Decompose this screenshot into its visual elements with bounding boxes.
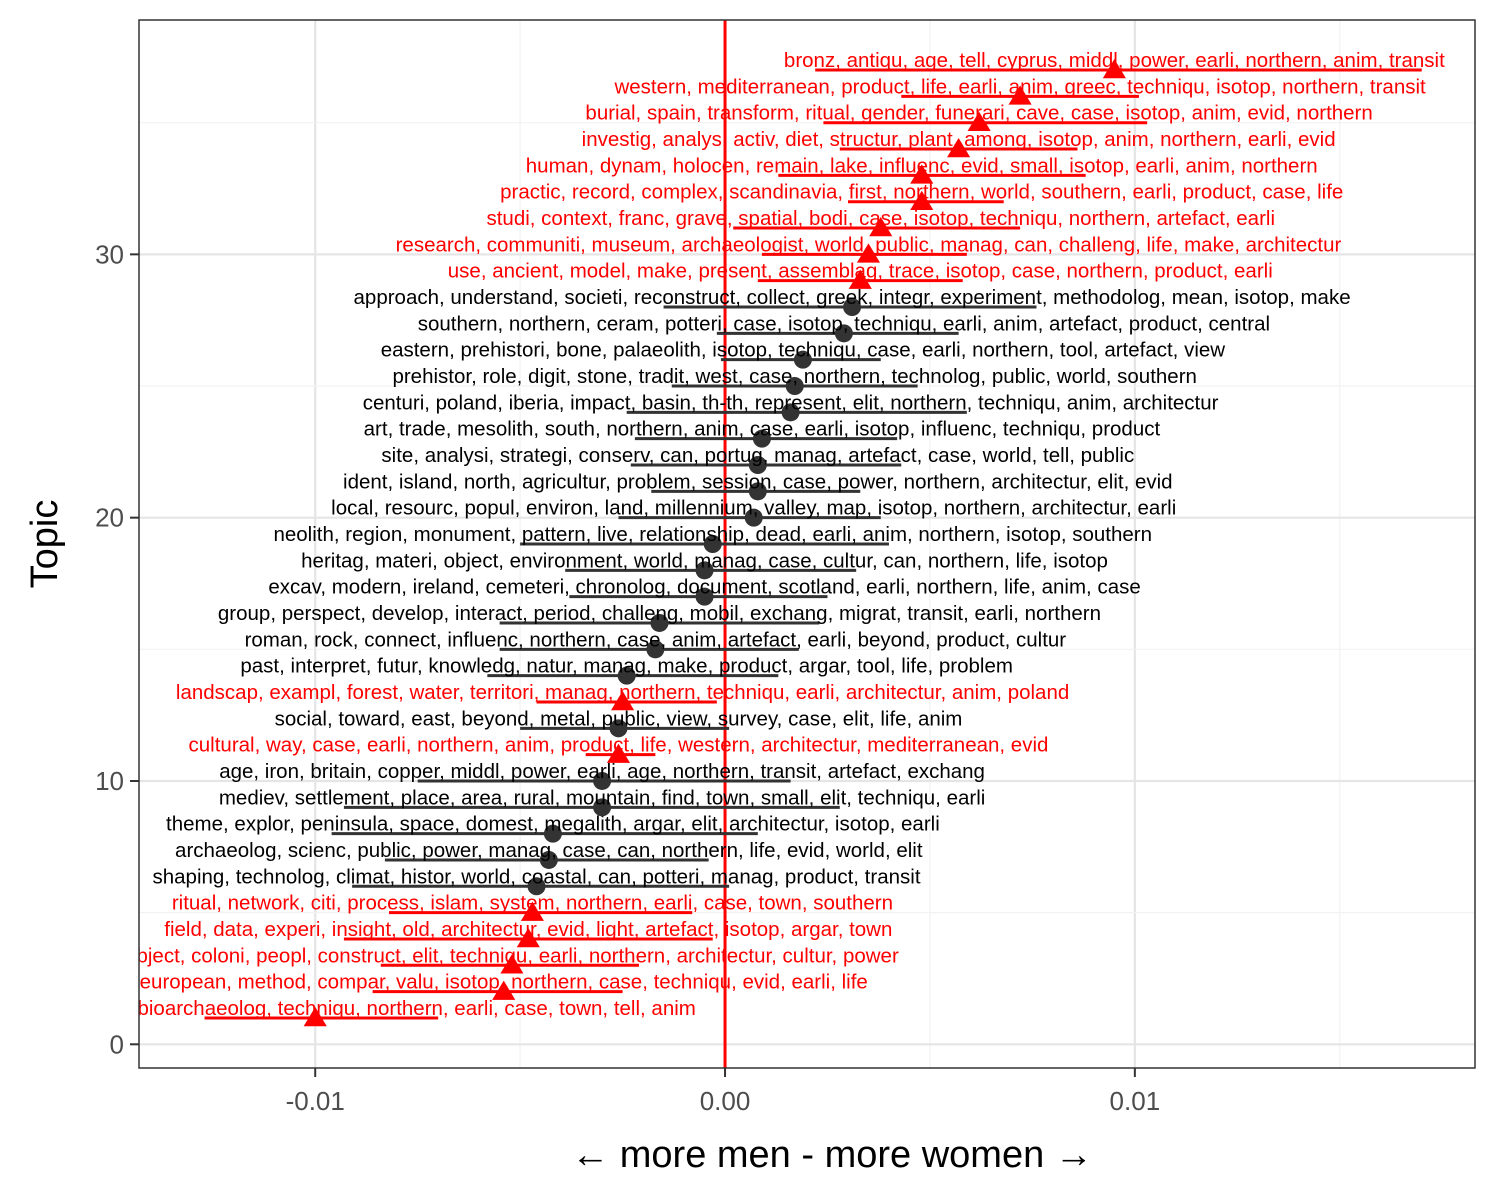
data-point-circle xyxy=(703,535,722,553)
topic-label: eastern, prehistori, bone, palaeolith, i… xyxy=(381,339,1226,362)
data-point-circle xyxy=(695,561,714,580)
topic-label: human, dynam, holocen, remain, lake, inf… xyxy=(526,154,1318,177)
topic-label: social, toward, east, beyond, metal, pub… xyxy=(275,707,963,730)
data-point-circle xyxy=(748,482,767,501)
data-point-triangle xyxy=(500,954,524,974)
data-point-triangle xyxy=(516,927,540,948)
data-point-triangle xyxy=(856,243,881,263)
data-point-triangle xyxy=(967,111,991,131)
topic-label: practic, record, complex, scandinavia, f… xyxy=(500,181,1343,204)
data-point-triangle xyxy=(869,217,893,237)
topic-label: southern, northern, ceram, potteri, case… xyxy=(418,312,1270,335)
y-axis-title: Topic xyxy=(24,500,66,589)
data-point-circle xyxy=(646,640,665,659)
topic-label: excav, modern, ireland, cemeteri, chrono… xyxy=(268,576,1140,599)
topic-label: prehistor, role, digit, stone, tradit, w… xyxy=(392,365,1197,388)
axis-ticks: -0.01 0.00 0.01 0 10 20 30 xyxy=(95,239,1160,1116)
topic-label: archaeolog, scienc, public, power, manag… xyxy=(175,839,923,862)
data-point-circle xyxy=(539,850,558,869)
topic-label: bronz, antiqu, age, tell, cyprus, middl,… xyxy=(784,49,1445,72)
data-point-circle xyxy=(650,613,669,632)
data-point-triangle xyxy=(611,690,635,711)
x-axis-title: ← more men - more women → xyxy=(571,1134,1093,1176)
data-point-triangle xyxy=(492,980,516,1000)
x-tick-label: -0.01 xyxy=(286,1086,345,1116)
topic-label: burial, spain, transform, ritual, gender… xyxy=(585,102,1372,125)
topic-label: landscap, exampl, forest, water, territo… xyxy=(176,681,1069,704)
topic-label: investig, analys, activ, diet, structur,… xyxy=(582,128,1336,151)
y-tick-label: 0 xyxy=(110,1029,124,1059)
topic-label: heritag, materi, object, environment, wo… xyxy=(301,549,1108,572)
topic-label: ritual, network, citi, process, islam, s… xyxy=(172,892,893,915)
data-point-triangle xyxy=(1102,59,1126,79)
y-tick-label: 20 xyxy=(95,503,124,533)
topic-label: cultural, way, case, earli, northern, an… xyxy=(189,734,1049,757)
topic-label: group, perspect, develop, interact, peri… xyxy=(218,602,1101,625)
data-point-triangle xyxy=(910,190,934,210)
data-point-circle xyxy=(609,719,628,738)
data-point-circle xyxy=(744,508,763,527)
data-point-triangle xyxy=(1008,85,1032,105)
data-point-circle xyxy=(785,377,804,396)
data-point-triangle xyxy=(520,901,544,921)
topic-label: neolith, region, monument, pattern, live… xyxy=(273,523,1152,546)
topic-label: research, communiti, museum, archaeologi… xyxy=(396,233,1342,256)
topic-label: western, mediterranean, product, life, e… xyxy=(613,75,1426,98)
y-tick-label: 30 xyxy=(95,239,124,269)
topic-label: mediev, settlement, place, area, rural, … xyxy=(219,786,985,809)
data-point-circle xyxy=(695,587,714,606)
topic-label: theme, explor, peninsula, space, domest,… xyxy=(166,813,940,836)
data-point-triangle xyxy=(848,269,872,289)
topic-label: centuri, poland, iberia, impact, basin, … xyxy=(363,391,1219,414)
data-point-circle xyxy=(793,350,812,369)
data-point-circle xyxy=(543,824,562,843)
topic-label: past, interpret, futur, knowledg, natur,… xyxy=(240,655,1013,678)
data-point-circle xyxy=(781,403,800,422)
topic-label: local, resourc, popul, environ, land, mi… xyxy=(331,497,1176,520)
x-tick-label: 0.01 xyxy=(1110,1086,1161,1116)
topic-label: field, data, experi, insight, old, archi… xyxy=(164,918,892,941)
data-point-circle xyxy=(834,324,853,343)
topic-label: use, ancient, model, make, present, asse… xyxy=(448,260,1273,283)
topic-label: shaping, technolog, climat, histor, worl… xyxy=(153,865,921,888)
data-point-circle xyxy=(527,877,546,896)
data-point-circle xyxy=(593,798,612,817)
data-point-triangle xyxy=(606,743,631,763)
topic-label: studi, context, franc, grave, spatial, b… xyxy=(486,207,1275,230)
x-tick-label: 0.00 xyxy=(700,1086,751,1116)
data-point-circle xyxy=(593,771,612,790)
topic-label: age, iron, britain, copper, middl, power… xyxy=(219,760,985,783)
data-point-triangle xyxy=(303,1006,327,1027)
y-tick-label: 10 xyxy=(95,766,124,796)
data-point-circle xyxy=(748,456,767,475)
topic-label: site, analysi, strategi, conserv, can, p… xyxy=(381,444,1134,467)
marks: archaeobotan, isotop, bioarchaeolog, tec… xyxy=(0,49,1445,1027)
topic-label: european, method, compar, valu, isotop, … xyxy=(140,971,868,994)
data-point-triangle xyxy=(947,138,971,158)
plot-border xyxy=(138,19,1476,1069)
topic-label: ident, island, north, agricultur, proble… xyxy=(343,470,1173,493)
topic-label: art, trade, mesolith, south, northern, a… xyxy=(364,418,1161,441)
topic-label: approach, understand, societi, reconstru… xyxy=(354,286,1351,309)
data-point-circle xyxy=(843,298,862,317)
topic-label: object, coloni, peopl, construct, elit, … xyxy=(125,944,899,967)
data-point-triangle xyxy=(910,164,934,184)
topic-label: roman, rock, connect, influenc, northern… xyxy=(245,628,1067,651)
data-point-circle xyxy=(617,666,636,685)
topic-label: archaeobotan, isotop, bioarchaeolog, tec… xyxy=(0,997,696,1020)
data-point-circle xyxy=(752,429,771,448)
